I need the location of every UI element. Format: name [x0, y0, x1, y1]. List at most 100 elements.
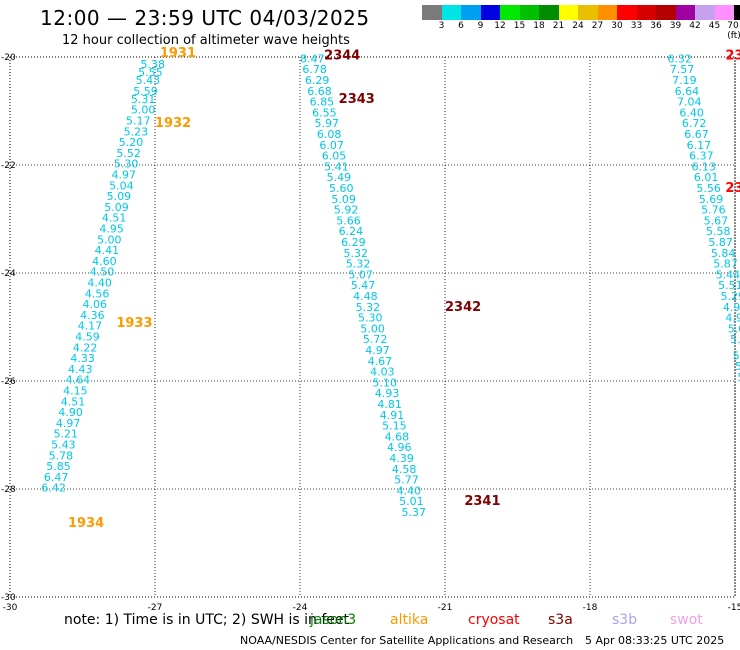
swh-value: 4.99: [723, 301, 740, 314]
swh-value: 4.58: [392, 463, 417, 476]
colorbar-swatch: [597, 5, 617, 20]
legend-altika: altika: [390, 612, 429, 628]
colorbar-swatch: [539, 5, 559, 20]
colorbar: [422, 5, 740, 21]
swh-value: 5.58: [706, 225, 731, 238]
swh-value: 5.09: [104, 201, 129, 214]
swh-value: 5.32: [344, 247, 369, 260]
swh-value: 6.47: [44, 471, 68, 484]
swh-value: 6.68: [307, 85, 332, 98]
credit-line: NOAA/NESDIS Center for Satellite Applica…: [240, 634, 574, 647]
pass-time-label: 1934: [68, 516, 104, 531]
swh-value: 4.81: [377, 398, 402, 411]
swh-value: 4.90: [58, 406, 82, 419]
y-tick-label: -30: [1, 593, 16, 603]
swh-value: 5.47: [351, 279, 376, 292]
colorbar-swatch: [656, 5, 676, 20]
swh-value: 6.42: [41, 482, 66, 495]
swh-value: 4.48: [353, 290, 378, 303]
colorbar-label: 6: [458, 21, 464, 31]
x-tick-label: -27: [148, 603, 163, 613]
swh-value: 5.21: [54, 428, 79, 441]
swh-value: 6.08: [317, 128, 342, 141]
swh-value: 4.43: [68, 363, 93, 376]
swh-value: 4.33: [70, 352, 95, 365]
swh-value: 5.30: [358, 312, 383, 325]
swh-value: 4.51: [102, 212, 127, 225]
swh-value: 5.00: [360, 322, 385, 335]
swh-value: 5.87: [713, 258, 738, 271]
swh-value: 5.30: [114, 158, 138, 171]
swh-value: 5.72: [363, 333, 388, 346]
swh-value: 6.67: [684, 128, 709, 141]
swh-value: 5.31: [131, 93, 156, 106]
swh-value: 4.96: [387, 441, 412, 454]
swh-value: 5.67: [704, 214, 729, 227]
colorbar-label: 45: [708, 21, 721, 31]
footer-note: note: 1) Time is in UTC; 2) SWH is in fe…: [64, 612, 350, 628]
swh-value: 5.55: [138, 66, 163, 79]
colorbar-swatch: [675, 5, 695, 20]
swh-value: 5.32: [356, 301, 381, 314]
swh-value: 4.03: [370, 366, 395, 379]
generated-timestamp: 5 Apr 08:33:25 UTC 2025: [585, 634, 725, 647]
swh-value: 5.69: [699, 193, 724, 206]
swh-value: 5.10: [373, 376, 398, 389]
swh-value: 5.66: [336, 214, 361, 227]
y-tick-label: -22: [1, 161, 16, 171]
map-title: 12:00 — 23:59 UTC 04/03/2025: [40, 6, 370, 30]
pass-time-label: 23: [725, 181, 740, 196]
x-tick-label: -30: [3, 603, 18, 613]
swh-value: 8.47: [300, 52, 325, 65]
swh-value: 5.23: [124, 125, 149, 138]
y-tick-label: -28: [1, 485, 16, 495]
swh-value: 5.60: [329, 182, 354, 195]
colorbar-label: 15: [513, 21, 526, 31]
pass-time-label: 234: [725, 49, 740, 64]
colorbar-label: 12: [494, 21, 506, 31]
colorbar-labels: 3 6 9 12 15 18 21 24 27 30 33 36 39 42 45 70 (ft): [422, 21, 740, 41]
swh-value: 5.07: [348, 268, 373, 281]
swh-value: 5.38: [141, 58, 166, 71]
swh-value: 7.04: [677, 96, 702, 109]
swh-value: 5.00: [97, 233, 122, 246]
swh-value: 4.64: [66, 374, 91, 387]
pass-time-label: 2341: [464, 494, 500, 509]
x-tick-label: -18: [583, 603, 598, 613]
legend-jason3: jason3: [310, 612, 357, 628]
swh-value: 5.43: [136, 74, 161, 87]
swh-value: 6.85: [310, 96, 335, 109]
swh-value: 5.92: [334, 204, 359, 217]
colorbar-swatch: [500, 5, 520, 20]
x-tick-label: -15: [728, 603, 740, 613]
swh-value: 5.37: [402, 506, 427, 519]
pass-time-label: 2344: [324, 49, 360, 64]
colorbar-swatch: [734, 5, 740, 20]
swh-value: 4.97: [56, 417, 81, 430]
swh-value: 6.40: [679, 106, 704, 119]
colorbar-label: 3: [438, 21, 445, 31]
colorbar-swatch: [617, 5, 637, 20]
swh-value: 5.04: [109, 179, 134, 192]
swh-value: 4.97: [725, 312, 740, 325]
colorbar-label: 33: [630, 21, 643, 31]
satellite-legend: jason3 altika cryosat s3a s3b swot: [0, 612, 740, 632]
swh-value: 4.97: [365, 344, 390, 357]
swh-value: 4.50: [90, 266, 115, 279]
pass-time-label: 1931: [160, 46, 196, 61]
legend-s3b: s3b: [612, 612, 638, 628]
colorbar-label: 39: [669, 21, 682, 31]
pass-time-label: 1933: [116, 316, 152, 331]
pass-time-label: 2342: [445, 300, 481, 315]
swh-value: 6.07: [319, 139, 344, 152]
swh-value: 5.02: [728, 322, 740, 335]
swh-value: 4.06: [83, 298, 108, 311]
colorbar-label: 18: [533, 21, 545, 31]
swh-value: 6.32: [667, 52, 692, 65]
swh-value: 4.95: [99, 223, 124, 236]
swh-value: 6.55: [312, 106, 337, 119]
colorbar-label: 27: [591, 21, 604, 31]
swh-value: 5.19: [733, 349, 740, 362]
swh-value: 5.09: [331, 193, 356, 206]
swh-value: 4.67: [368, 355, 393, 368]
